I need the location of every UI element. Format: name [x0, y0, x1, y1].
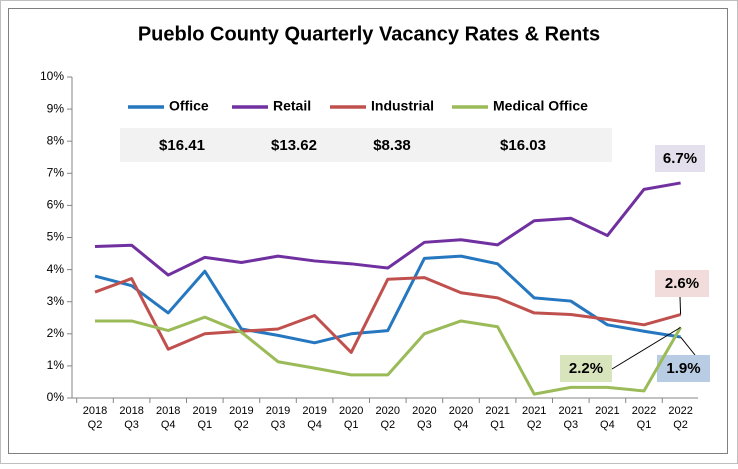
y-tick-label: 10% [40, 69, 64, 83]
y-tick-label: 8% [47, 133, 65, 147]
x-tick-label: Q4 [161, 419, 176, 431]
x-tick-label: 2019 [193, 405, 217, 417]
x-tick-label: 2020 [412, 405, 436, 417]
label-leader [611, 326, 681, 370]
y-tick-label: 5% [47, 230, 65, 244]
y-tick-label: 9% [47, 101, 65, 115]
x-tick-label: Q4 [307, 419, 322, 431]
y-tick-label: 2% [47, 326, 65, 340]
value-label-box [655, 270, 709, 297]
x-tick-label: Q1 [344, 419, 359, 431]
x-tick-label: 2022 [632, 405, 656, 417]
legend-label: Medical Office [493, 98, 588, 114]
rent-box [120, 128, 612, 162]
x-tick-label: Q1 [637, 419, 652, 431]
x-tick-label: 2021 [522, 405, 546, 417]
x-tick-label: Q2 [527, 419, 542, 431]
y-tick-label: 7% [47, 165, 65, 179]
value-label-box [655, 145, 705, 172]
x-tick-label: 2018 [83, 405, 107, 417]
label-leader [680, 336, 696, 356]
rent-label: $8.38 [373, 137, 411, 154]
x-tick-label: 2019 [229, 405, 253, 417]
x-tick-label: Q2 [234, 419, 249, 431]
x-tick-label: 2019 [302, 405, 326, 417]
rent-label: $13.62 [271, 137, 317, 154]
x-tick-label: Q3 [417, 419, 432, 431]
series-line [94, 181, 681, 277]
x-tick-label: 2018 [156, 405, 180, 417]
y-tick-label: 3% [47, 294, 65, 308]
y-tick-label: 6% [47, 198, 65, 212]
x-tick-label: Q1 [197, 419, 212, 431]
series-line [94, 254, 681, 345]
value-label: 2.2% [569, 360, 603, 377]
plot-frame [8, 8, 728, 454]
label-leader [679, 296, 682, 315]
legend-label: Industrial [371, 98, 434, 114]
x-tick-label: Q3 [271, 419, 286, 431]
value-label-box [560, 355, 612, 382]
value-label-box [657, 355, 710, 382]
x-tick-label: 2021 [559, 405, 583, 417]
legend-label: Office [169, 98, 209, 114]
x-tick-label: 2018 [119, 405, 143, 417]
x-tick-label: 2021 [485, 405, 509, 417]
value-label: 2.6% [665, 275, 699, 292]
y-tick-label: 1% [47, 358, 65, 372]
value-label: 6.7% [663, 150, 697, 167]
y-tick-label: 4% [47, 262, 65, 276]
y-tick-label: 0% [47, 390, 65, 404]
x-tick-label: Q2 [673, 419, 688, 431]
rent-label: $16.03 [500, 137, 546, 154]
x-tick-label: Q2 [88, 419, 103, 431]
x-tick-label: 2020 [376, 405, 400, 417]
x-tick-label: Q4 [454, 419, 469, 431]
x-tick-label: 2020 [449, 405, 473, 417]
legend-label: Retail [273, 98, 311, 114]
series-line [95, 315, 682, 396]
x-tick-label: 2019 [266, 405, 290, 417]
series-line [94, 276, 682, 354]
x-tick-label: Q3 [563, 419, 578, 431]
x-tick-label: Q3 [124, 419, 139, 431]
chart-title: Pueblo County Quarterly Vacancy Rates & … [138, 23, 600, 45]
x-tick-label: 2020 [339, 405, 363, 417]
value-label: 1.9% [666, 360, 700, 377]
x-tick-label: 2021 [595, 405, 619, 417]
x-tick-label: Q2 [380, 419, 395, 431]
x-tick-label: Q1 [490, 419, 505, 431]
rent-label: $16.41 [159, 137, 205, 154]
x-tick-label: 2022 [668, 405, 692, 417]
x-tick-label: Q4 [600, 419, 615, 431]
